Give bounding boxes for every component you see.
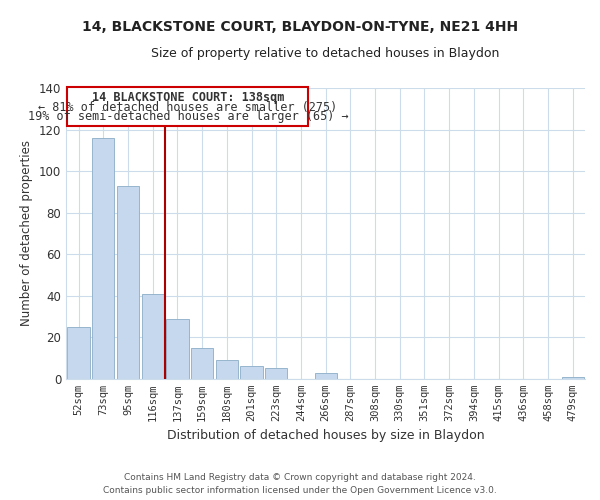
Bar	[67, 327, 90, 379]
Bar	[92, 138, 115, 379]
Text: Contains HM Land Registry data © Crown copyright and database right 2024.
Contai: Contains HM Land Registry data © Crown c…	[103, 473, 497, 495]
Bar	[216, 360, 238, 379]
Bar	[314, 372, 337, 379]
Bar	[241, 366, 263, 379]
Text: 14 BLACKSTONE COURT: 138sqm: 14 BLACKSTONE COURT: 138sqm	[92, 91, 284, 104]
Y-axis label: Number of detached properties: Number of detached properties	[20, 140, 34, 326]
Bar	[117, 186, 139, 379]
Text: 19% of semi-detached houses are larger (65) →: 19% of semi-detached houses are larger (…	[28, 110, 348, 123]
Bar	[142, 294, 164, 379]
Bar	[191, 348, 213, 379]
Title: Size of property relative to detached houses in Blaydon: Size of property relative to detached ho…	[151, 48, 500, 60]
X-axis label: Distribution of detached houses by size in Blaydon: Distribution of detached houses by size …	[167, 430, 484, 442]
FancyBboxPatch shape	[67, 87, 308, 126]
Text: ← 81% of detached houses are smaller (275): ← 81% of detached houses are smaller (27…	[38, 100, 338, 114]
Text: 14, BLACKSTONE COURT, BLAYDON-ON-TYNE, NE21 4HH: 14, BLACKSTONE COURT, BLAYDON-ON-TYNE, N…	[82, 20, 518, 34]
Bar	[265, 368, 287, 379]
Bar	[562, 376, 584, 379]
Bar	[166, 318, 188, 379]
